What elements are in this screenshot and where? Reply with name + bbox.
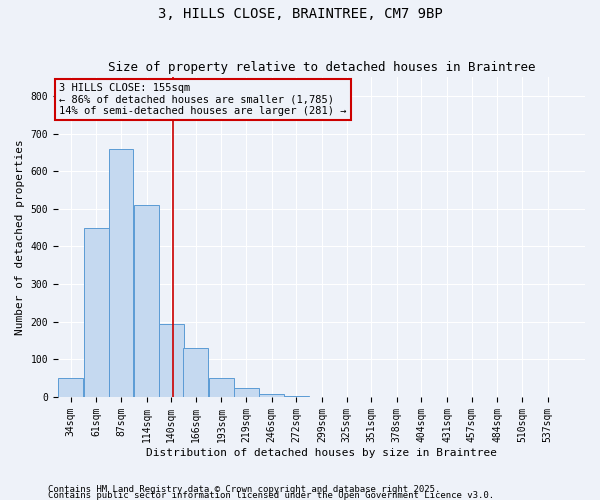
Bar [284,396,309,397]
Title: Size of property relative to detached houses in Braintree: Size of property relative to detached ho… [108,62,535,74]
Bar [58,378,83,397]
Y-axis label: Number of detached properties: Number of detached properties [15,139,25,335]
Bar [84,228,109,397]
Text: Contains public sector information licensed under the Open Government Licence v3: Contains public sector information licen… [48,490,494,500]
Text: Contains HM Land Registry data © Crown copyright and database right 2025.: Contains HM Land Registry data © Crown c… [48,484,440,494]
Bar [109,148,133,397]
Text: 3 HILLS CLOSE: 155sqm
← 86% of detached houses are smaller (1,785)
14% of semi-d: 3 HILLS CLOSE: 155sqm ← 86% of detached … [59,82,346,116]
Bar [209,378,234,397]
Bar [134,205,159,397]
Text: 3, HILLS CLOSE, BRAINTREE, CM7 9BP: 3, HILLS CLOSE, BRAINTREE, CM7 9BP [158,8,442,22]
X-axis label: Distribution of detached houses by size in Braintree: Distribution of detached houses by size … [146,448,497,458]
Bar [233,388,259,397]
Bar [184,348,208,397]
Bar [159,324,184,397]
Bar [259,394,284,397]
